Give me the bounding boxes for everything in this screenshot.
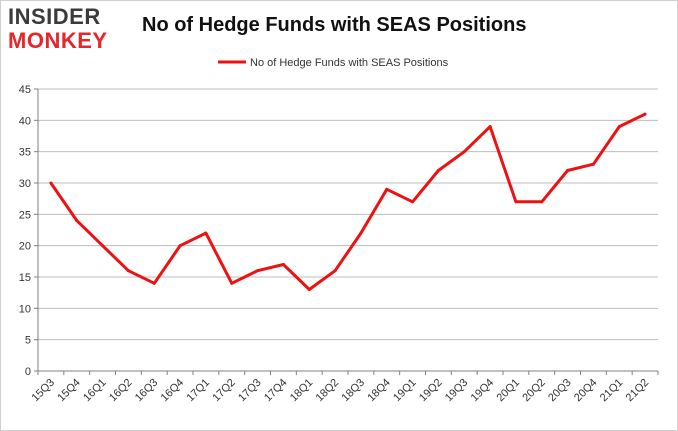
x-tick-label: 20Q3: [546, 377, 574, 405]
x-tick-label: 18Q4: [365, 377, 393, 405]
data-point: [307, 288, 311, 292]
data-point: [514, 200, 518, 204]
y-tick-label: 45: [19, 84, 31, 96]
data-point: [617, 125, 621, 129]
insider-monkey-logo: INSIDER MONKEY: [8, 5, 128, 55]
data-point: [540, 200, 544, 204]
x-tick-label: 19Q4: [469, 377, 497, 405]
data-point: [462, 150, 466, 154]
series-line: [49, 112, 646, 291]
x-tick-label: 17Q1: [185, 377, 213, 405]
data-point: [230, 281, 234, 285]
data-point: [126, 269, 130, 273]
y-tick-label: 25: [19, 209, 31, 221]
data-point: [256, 269, 260, 273]
data-point: [566, 168, 570, 172]
x-tick-label: 21Q2: [624, 377, 652, 405]
logo-line-monkey: MONKEY: [8, 28, 108, 53]
data-point: [436, 168, 440, 172]
data-point: [49, 181, 53, 185]
x-tick-label: 16Q1: [81, 377, 109, 405]
data-point: [152, 281, 156, 285]
x-tick-label: 17Q2: [210, 377, 238, 405]
data-point: [488, 125, 492, 129]
x-tick-label: 15Q4: [55, 377, 83, 405]
data-point: [411, 200, 415, 204]
logo-line-insider: INSIDER: [8, 4, 101, 29]
data-point: [643, 112, 647, 116]
data-point: [75, 219, 79, 223]
x-tick-label: 16Q4: [159, 377, 187, 405]
y-tick-label: 30: [19, 178, 31, 190]
x-tick-label: 16Q3: [133, 377, 161, 405]
x-tick-label: 18Q3: [340, 377, 368, 405]
x-tick-label: 20Q4: [572, 377, 600, 405]
x-tick-label: 17Q3: [236, 377, 264, 405]
data-point: [101, 244, 105, 248]
x-tick-label: 16Q2: [107, 377, 135, 405]
x-tick-label: 18Q2: [314, 377, 342, 405]
y-tick-label: 0: [25, 366, 31, 378]
y-tick-label: 20: [19, 241, 31, 253]
x-tick-label: 21Q1: [598, 377, 626, 405]
y-tick-label: 10: [19, 303, 31, 315]
x-tick-label: 19Q1: [391, 377, 419, 405]
x-tick-label: 17Q4: [262, 377, 290, 405]
x-tick-label: 19Q3: [443, 377, 471, 405]
y-tick-label: 15: [19, 272, 31, 284]
data-point: [591, 162, 595, 166]
legend-label: No of Hedge Funds with SEAS Positions: [250, 57, 449, 69]
x-tick-label: 15Q3: [30, 377, 58, 405]
data-point: [333, 269, 337, 273]
data-point: [204, 231, 208, 235]
x-tick-label: 19Q2: [417, 377, 445, 405]
x-tick-label: 20Q1: [495, 377, 523, 405]
data-point: [178, 244, 182, 248]
grid-layer: [38, 88, 658, 341]
legend: No of Hedge Funds with SEAS Positions: [218, 57, 449, 69]
y-tick-label: 35: [19, 147, 31, 159]
y-tick-label: 40: [19, 115, 31, 127]
data-point: [385, 187, 389, 191]
x-tick-label: 18Q1: [288, 377, 316, 405]
series-layer: [49, 112, 647, 292]
x-tick-label: 20Q2: [520, 377, 548, 405]
data-point: [281, 262, 285, 266]
y-tick-label: 5: [25, 335, 31, 347]
chart-title: No of Hedge Funds with SEAS Positions: [142, 14, 527, 36]
data-point: [359, 231, 363, 235]
axis-layer: 0 5 10 15 20 25 30 35 40 45 15Q315Q416Q116Q216Q316…: [19, 84, 659, 405]
